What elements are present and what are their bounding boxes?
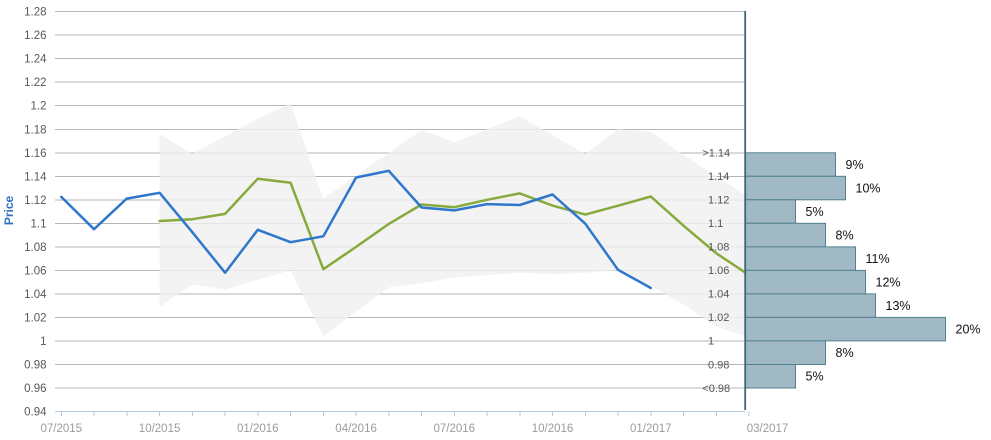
svg-text:9%: 9%	[846, 158, 864, 172]
svg-text:0.98: 0.98	[708, 359, 729, 371]
svg-text:5%: 5%	[806, 205, 824, 219]
svg-text:10%: 10%	[856, 181, 881, 195]
svg-text:1.22: 1.22	[24, 77, 46, 89]
svg-text:1.04: 1.04	[24, 289, 47, 301]
svg-text:1.02: 1.02	[24, 312, 46, 324]
svg-text:1: 1	[40, 336, 46, 348]
svg-text:1.04: 1.04	[708, 289, 729, 301]
svg-text:1.08: 1.08	[708, 242, 729, 254]
svg-text:20%: 20%	[956, 322, 981, 336]
svg-text:0.96: 0.96	[24, 383, 46, 395]
svg-text:1.2: 1.2	[31, 101, 47, 113]
svg-text:5%: 5%	[806, 370, 824, 384]
svg-text:>1.14: >1.14	[702, 148, 730, 160]
svg-text:1.28: 1.28	[24, 7, 46, 19]
svg-text:11%: 11%	[866, 252, 890, 266]
svg-text:1.08: 1.08	[24, 242, 46, 254]
svg-text:13%: 13%	[886, 299, 911, 313]
svg-text:1.16: 1.16	[24, 148, 46, 160]
svg-text:0.98: 0.98	[24, 360, 46, 372]
svg-text:1.26: 1.26	[24, 30, 46, 42]
svg-text:10/2016: 10/2016	[532, 423, 574, 435]
svg-text:1.24: 1.24	[24, 54, 47, 66]
svg-text:Price: Price	[2, 195, 16, 225]
svg-text:07/2015: 07/2015	[41, 423, 83, 435]
svg-text:1.06: 1.06	[708, 265, 729, 277]
svg-text:8%: 8%	[836, 346, 854, 360]
svg-text:1.14: 1.14	[24, 171, 47, 183]
svg-text:1.12: 1.12	[24, 195, 46, 207]
svg-text:01/2016: 01/2016	[237, 423, 279, 435]
svg-text:01/2017: 01/2017	[630, 423, 672, 435]
svg-text:04/2016: 04/2016	[335, 423, 377, 435]
svg-text:1.06: 1.06	[24, 265, 46, 277]
svg-text:1: 1	[708, 336, 714, 348]
svg-text:<0.98: <0.98	[702, 383, 730, 395]
svg-text:03/2017: 03/2017	[747, 423, 789, 435]
svg-text:10/2015: 10/2015	[139, 423, 181, 435]
svg-text:1.14: 1.14	[708, 171, 729, 183]
svg-text:0.94: 0.94	[24, 407, 47, 419]
svg-text:1.12: 1.12	[708, 195, 729, 207]
svg-text:1.1: 1.1	[708, 218, 723, 230]
svg-text:8%: 8%	[836, 228, 854, 242]
svg-text:1.02: 1.02	[708, 312, 729, 324]
svg-text:1.1: 1.1	[31, 218, 47, 230]
svg-text:1.18: 1.18	[24, 124, 46, 136]
svg-text:07/2016: 07/2016	[434, 423, 476, 435]
svg-text:12%: 12%	[876, 275, 901, 289]
